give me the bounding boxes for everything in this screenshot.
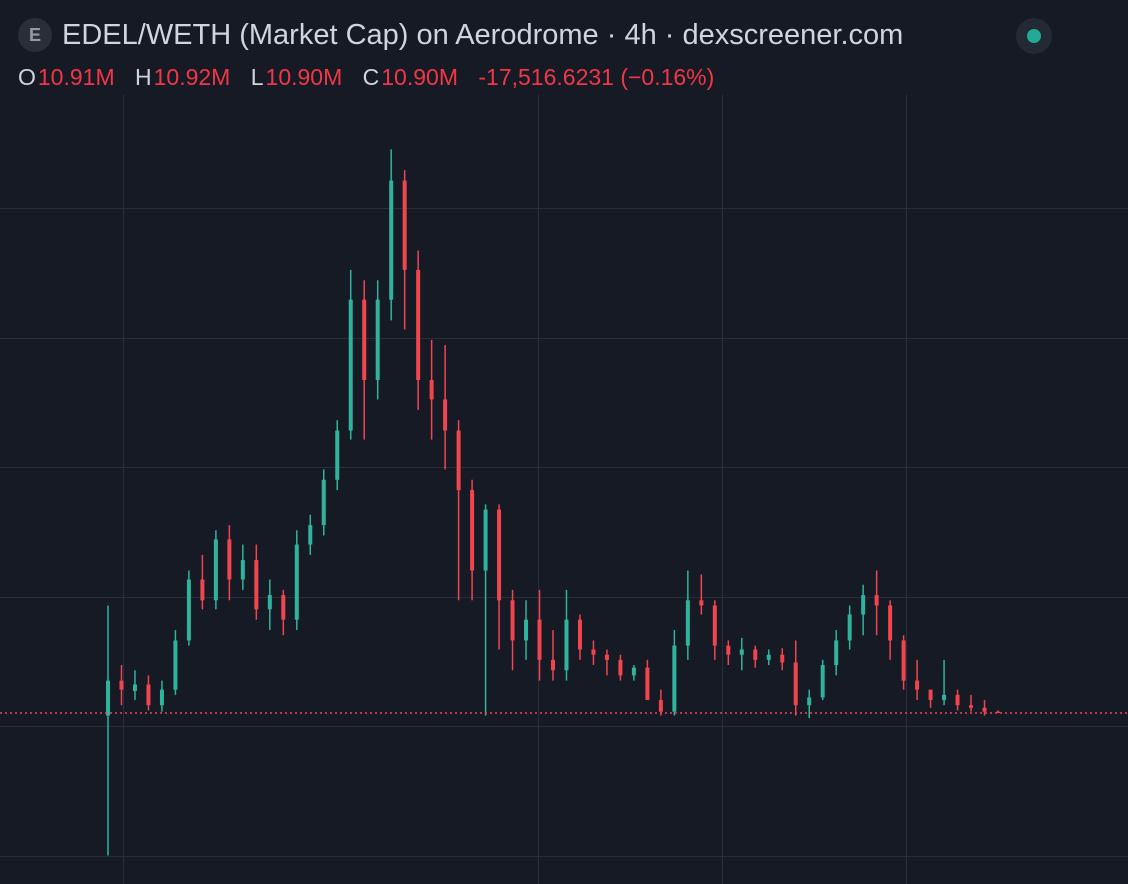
candle-body [348, 299, 353, 431]
status-indicator[interactable] [1016, 18, 1052, 54]
ohlc-value: 10.92M [153, 64, 231, 90]
candle-body [497, 509, 502, 601]
candle-body [645, 667, 650, 701]
candle-body [564, 619, 569, 671]
candle-body [483, 509, 488, 571]
candle-body [807, 697, 812, 706]
candle-body [739, 649, 744, 655]
candle-body [402, 180, 407, 270]
candle-body [658, 700, 663, 712]
candle-body [375, 299, 380, 381]
candle-body [524, 619, 529, 641]
candle-body [726, 645, 731, 655]
candle-body [200, 579, 205, 601]
candle-body [928, 689, 933, 701]
candle-body [982, 707, 987, 712]
candle-body [699, 600, 704, 606]
candle-body [631, 667, 636, 676]
candle-body [942, 694, 947, 701]
candle-body [551, 659, 555, 671]
candle-body [254, 560, 259, 610]
candle-body [213, 539, 218, 601]
candle-body [362, 299, 367, 381]
candle-body [321, 479, 326, 526]
candle-body [577, 619, 582, 650]
candle-body [132, 684, 137, 691]
status-dot [1027, 29, 1041, 43]
candle-body [294, 544, 299, 620]
candle-body [159, 689, 164, 706]
candle-body [834, 640, 839, 666]
candle-body [240, 560, 245, 580]
ohlc-change: -17,516.6231 (−0.16%) [478, 64, 715, 90]
candle-body [955, 694, 960, 706]
ohlc-key: H [135, 64, 152, 90]
candle-body [416, 269, 421, 381]
candle-body [618, 659, 623, 676]
candle-body [470, 490, 475, 571]
candle-body [537, 619, 542, 660]
candle-body [227, 539, 232, 580]
candle-body [443, 399, 448, 431]
candle-body [335, 430, 340, 480]
candle-body [429, 380, 434, 400]
candle-body [604, 654, 609, 660]
candle-body [820, 665, 825, 698]
grid [0, 95, 1128, 884]
candle-body [510, 600, 515, 641]
ohlc-value: 10.90M [265, 64, 343, 90]
candle-body [186, 579, 191, 641]
token-icon: E [18, 18, 52, 52]
candle-body [780, 654, 785, 663]
ohlc-value: 10.90M [381, 64, 458, 90]
candle-body [766, 654, 771, 660]
candle-body [281, 595, 286, 620]
candle-body [685, 600, 690, 646]
candle-body [106, 680, 110, 716]
candle-body [847, 614, 852, 641]
candle-body [901, 640, 906, 681]
candle-body [267, 595, 272, 610]
candle-body [389, 180, 394, 300]
candle-body [861, 595, 866, 615]
ohlc-legend: O10.91M H10.92M L10.90M C10.90M -17,516.… [18, 64, 728, 91]
ohlc-key: C [362, 64, 380, 90]
candle-body [456, 430, 461, 491]
candle-body [996, 711, 1000, 713]
candle-body [146, 684, 151, 706]
ohlc-key: L [250, 64, 264, 90]
candle-body [753, 649, 758, 660]
chart-title: EDEL/WETH (Market Cap) on Aerodrome · 4h… [62, 18, 904, 51]
candle-body [969, 705, 974, 708]
candle-body [874, 595, 879, 606]
candle-body [308, 525, 313, 545]
candle-body [888, 605, 893, 641]
candle-body [672, 645, 677, 712]
candle-body [793, 662, 798, 706]
header: E EDEL/WETH (Market Cap) on Aerodrome · … [18, 18, 903, 52]
candle-body [712, 605, 717, 646]
candle-body [173, 640, 178, 690]
candle-body [591, 649, 596, 655]
ohlc-value: 10.91M [37, 64, 115, 90]
candle-body [915, 680, 920, 690]
ohlc-key: O [18, 64, 36, 90]
candle-body [119, 680, 124, 690]
